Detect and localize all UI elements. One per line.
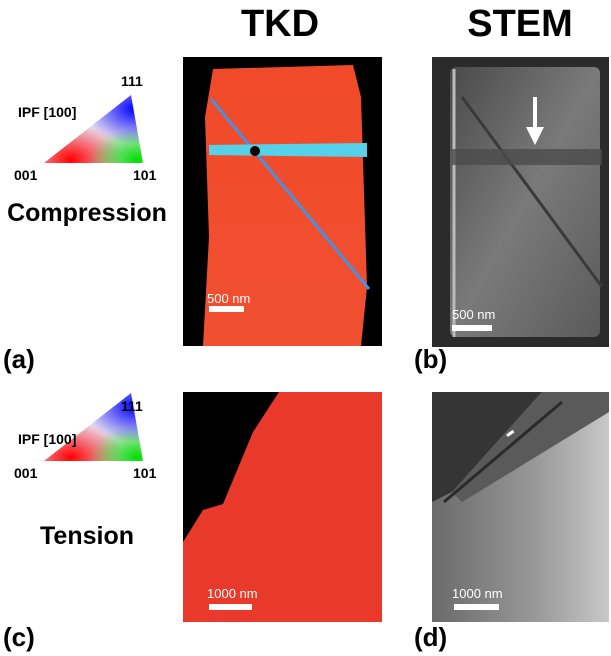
ipf-legend-compression (0, 70, 180, 180)
corner-label-001: 001 (14, 465, 38, 481)
tkd-map-tension: 1000 nm (183, 392, 382, 622)
scale-bar (454, 604, 499, 610)
ipf-triangle-icon (44, 95, 143, 163)
stem-image-tension: 1000 nm (432, 392, 609, 622)
scale-bar (209, 306, 244, 312)
corner-label-101: 101 (133, 465, 157, 481)
panel-label-d: (d) (414, 622, 448, 652)
ipf-triangle-icon (44, 393, 143, 461)
column-title-tkd: TKD (240, 3, 320, 45)
corner-label-111: 111 (121, 73, 143, 89)
scale-bar (209, 604, 252, 610)
scale-bar-label: 1000 nm (207, 586, 258, 601)
row-label-tension: Tension (40, 522, 134, 550)
column-title-stem: STEM (467, 3, 573, 45)
ipf-label: IPF [100] (18, 431, 77, 447)
corner-label-111: 111 (121, 398, 143, 414)
ipf-label: IPF [100] (18, 104, 77, 120)
scale-bar (452, 325, 492, 331)
stem-image-compression: 500 nm (432, 57, 609, 347)
tkd-map-compression: 500 nm (183, 57, 382, 346)
panel-label-b: (b) (414, 344, 448, 374)
scale-bar-label: 500 nm (452, 307, 495, 322)
panel-label-a: (a) (3, 344, 35, 374)
scale-bar-label: 500 nm (207, 291, 250, 306)
ipf-legend-tension (0, 391, 180, 501)
panel-label-c: (c) (3, 622, 35, 652)
corner-label-001: 001 (14, 167, 38, 183)
corner-label-101: 101 (133, 167, 157, 183)
row-label-compression: Compression (7, 199, 167, 227)
scale-bar-label: 1000 nm (452, 586, 503, 601)
